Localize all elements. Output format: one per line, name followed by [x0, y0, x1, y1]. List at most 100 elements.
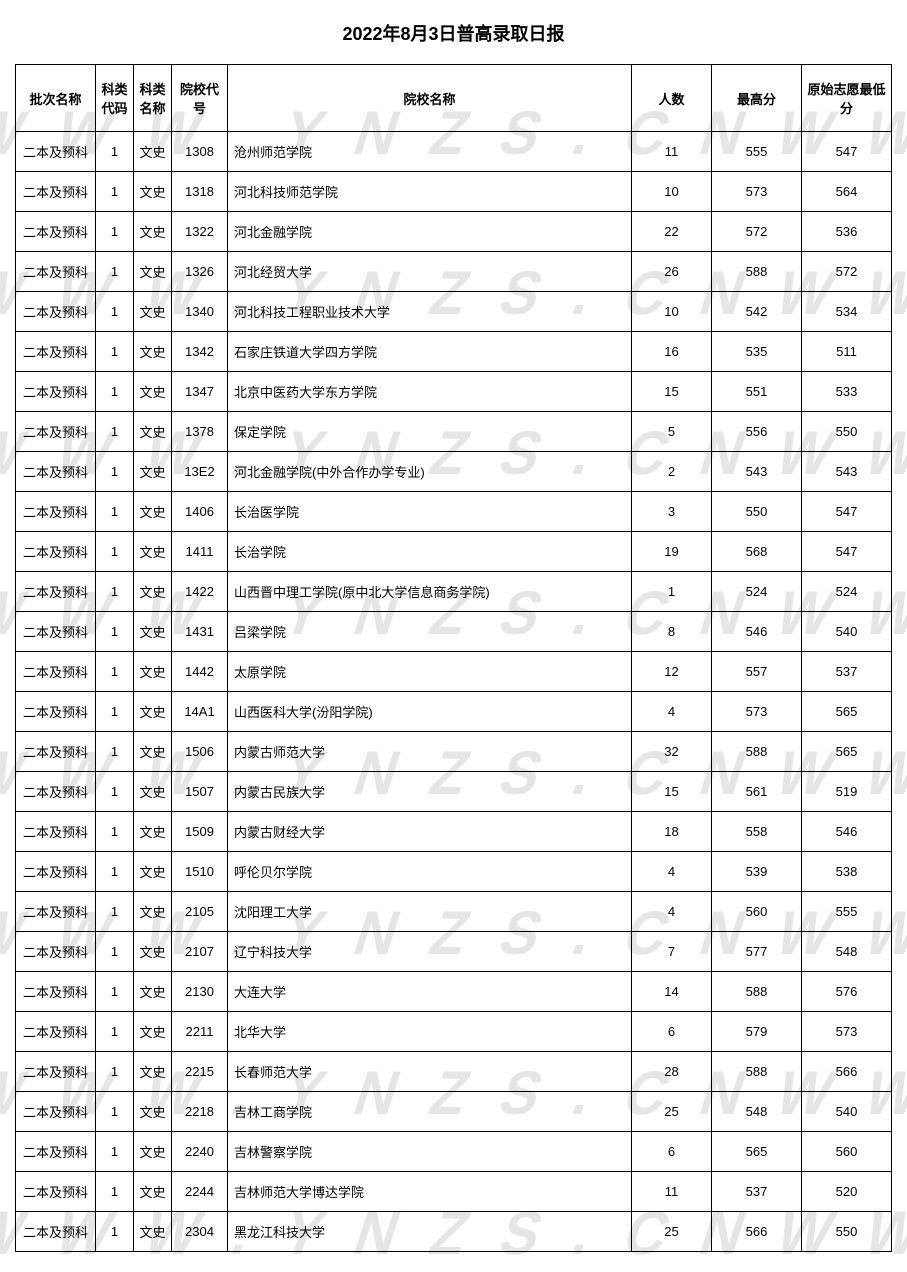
cell-school-name: 河北经贸大学 [228, 252, 632, 292]
cell-low: 537 [802, 652, 892, 692]
cell-low: 543 [802, 452, 892, 492]
cell-subject-code: 1 [96, 612, 134, 652]
cell-subject-code: 1 [96, 732, 134, 772]
table-row: 二本及预科1文史1510呼伦贝尔学院4539538 [16, 852, 892, 892]
cell-subject-code: 1 [96, 1092, 134, 1132]
cell-subject-name: 文史 [134, 692, 172, 732]
cell-high: 579 [712, 1012, 802, 1052]
cell-low: 573 [802, 1012, 892, 1052]
cell-school-name: 吉林师范大学博达学院 [228, 1172, 632, 1212]
cell-school-name: 辽宁科技大学 [228, 932, 632, 972]
cell-subject-name: 文史 [134, 652, 172, 692]
cell-school-code: 1340 [172, 292, 228, 332]
cell-school-name: 呼伦贝尔学院 [228, 852, 632, 892]
table-row: 二本及预科1文史2304黑龙江科技大学25566550 [16, 1212, 892, 1252]
cell-batch: 二本及预科 [16, 932, 96, 972]
cell-count: 22 [632, 212, 712, 252]
cell-high: 588 [712, 252, 802, 292]
page-title: 2022年8月3日普高录取日报 [15, 20, 892, 46]
cell-school-name: 吕梁学院 [228, 612, 632, 652]
cell-high: 537 [712, 1172, 802, 1212]
cell-subject-name: 文史 [134, 532, 172, 572]
cell-batch: 二本及预科 [16, 1212, 96, 1252]
cell-school-name: 长春师范大学 [228, 1052, 632, 1092]
table-row: 二本及预科1文史2218吉林工商学院25548540 [16, 1092, 892, 1132]
cell-school-code: 1406 [172, 492, 228, 532]
cell-low: 540 [802, 612, 892, 652]
cell-school-code: 1422 [172, 572, 228, 612]
cell-high: 588 [712, 1052, 802, 1092]
cell-subject-code: 1 [96, 452, 134, 492]
cell-count: 2 [632, 452, 712, 492]
cell-subject-name: 文史 [134, 932, 172, 972]
cell-school-code: 2304 [172, 1212, 228, 1252]
cell-school-code: 2218 [172, 1092, 228, 1132]
cell-count: 18 [632, 812, 712, 852]
cell-high: 565 [712, 1132, 802, 1172]
cell-count: 4 [632, 852, 712, 892]
cell-subject-code: 1 [96, 572, 134, 612]
table-row: 二本及预科1文史2240吉林警察学院6565560 [16, 1132, 892, 1172]
cell-batch: 二本及预科 [16, 652, 96, 692]
cell-count: 19 [632, 532, 712, 572]
cell-batch: 二本及预科 [16, 1052, 96, 1092]
cell-low: 547 [802, 532, 892, 572]
table-row: 二本及预科1文史1431吕梁学院8546540 [16, 612, 892, 652]
cell-subject-code: 1 [96, 212, 134, 252]
cell-subject-code: 1 [96, 692, 134, 732]
cell-subject-code: 1 [96, 1012, 134, 1052]
cell-batch: 二本及预科 [16, 772, 96, 812]
cell-subject-code: 1 [96, 252, 134, 292]
cell-school-name: 山西晋中理工学院(原中北大学信息商务学院) [228, 572, 632, 612]
th-batch: 批次名称 [16, 65, 96, 132]
cell-school-code: 1342 [172, 332, 228, 372]
cell-subject-code: 1 [96, 492, 134, 532]
table-row: 二本及预科1文史2215长春师范大学28588566 [16, 1052, 892, 1092]
cell-count: 5 [632, 412, 712, 452]
cell-count: 25 [632, 1092, 712, 1132]
cell-school-name: 北华大学 [228, 1012, 632, 1052]
cell-school-code: 2244 [172, 1172, 228, 1212]
cell-school-code: 2105 [172, 892, 228, 932]
cell-subject-name: 文史 [134, 412, 172, 452]
table-row: 二本及预科1文史1442太原学院12557537 [16, 652, 892, 692]
table-row: 二本及预科1文史2211北华大学6579573 [16, 1012, 892, 1052]
cell-count: 26 [632, 252, 712, 292]
cell-school-name: 内蒙古民族大学 [228, 772, 632, 812]
cell-high: 546 [712, 612, 802, 652]
cell-subject-name: 文史 [134, 1052, 172, 1092]
admission-table: 批次名称 科类代码 科类名称 院校代号 院校名称 人数 最高分 原始志愿最低分 … [15, 64, 892, 1252]
cell-high: 577 [712, 932, 802, 972]
cell-high: 542 [712, 292, 802, 332]
cell-school-name: 吉林工商学院 [228, 1092, 632, 1132]
cell-high: 539 [712, 852, 802, 892]
cell-batch: 二本及预科 [16, 132, 96, 172]
cell-subject-code: 1 [96, 652, 134, 692]
cell-subject-name: 文史 [134, 612, 172, 652]
table-row: 二本及预科1文史1347北京中医药大学东方学院15551533 [16, 372, 892, 412]
cell-subject-code: 1 [96, 172, 134, 212]
th-subject-code: 科类代码 [96, 65, 134, 132]
cell-count: 11 [632, 132, 712, 172]
cell-high: 573 [712, 692, 802, 732]
cell-school-name: 大连大学 [228, 972, 632, 1012]
cell-low: 540 [802, 1092, 892, 1132]
cell-batch: 二本及预科 [16, 1172, 96, 1212]
cell-high: 524 [712, 572, 802, 612]
cell-subject-name: 文史 [134, 292, 172, 332]
cell-low: 565 [802, 692, 892, 732]
cell-school-name: 吉林警察学院 [228, 1132, 632, 1172]
table-row: 二本及预科1文史2130大连大学14588576 [16, 972, 892, 1012]
cell-batch: 二本及预科 [16, 292, 96, 332]
cell-subject-code: 1 [96, 292, 134, 332]
cell-subject-code: 1 [96, 812, 134, 852]
table-row: 二本及预科1文史1378保定学院5556550 [16, 412, 892, 452]
cell-low: 547 [802, 132, 892, 172]
cell-subject-name: 文史 [134, 1172, 172, 1212]
cell-school-code: 1506 [172, 732, 228, 772]
cell-high: 557 [712, 652, 802, 692]
cell-school-name: 长治学院 [228, 532, 632, 572]
cell-school-code: 1378 [172, 412, 228, 452]
cell-school-code: 1411 [172, 532, 228, 572]
cell-subject-name: 文史 [134, 172, 172, 212]
